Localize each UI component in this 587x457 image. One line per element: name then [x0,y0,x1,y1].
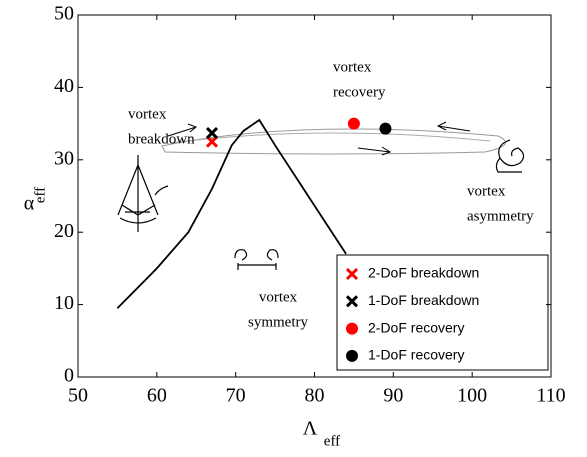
y-axis-subscript: eff [32,187,48,203]
y-tick-label: 10 [54,292,74,314]
x-tick-label: 60 [147,385,167,407]
x-tick-label: 70 [226,385,246,407]
y-tick-label: 0 [64,365,74,387]
annotation: vortex [128,106,167,122]
x-tick-label: 50 [68,385,88,407]
chart: α eff Λ eff 5060708090100110010203040502… [0,0,587,457]
x-tick-label: 80 [305,385,325,407]
x-tick-label: 100 [457,385,487,407]
x-tick-label: 90 [383,385,403,407]
trajectory-loop [170,133,490,143]
legend-label: 1-DoF breakdown [368,292,479,308]
y-tick-label: 50 [54,3,74,25]
y-tick-label: 20 [54,220,74,242]
data-point [207,128,217,138]
annotation: breakdown [128,131,195,147]
legend-marker [346,350,358,362]
annotation: asymmetry [467,208,534,224]
legend-label: 1-DoF recovery [368,347,464,363]
annotation: vortex [333,59,372,75]
annotation: vortex [467,183,506,199]
data-point [348,118,360,130]
y-tick-label: 40 [54,75,74,97]
legend-marker [346,323,358,335]
boundary-line [117,120,346,308]
x-tick-label: 110 [536,385,565,407]
annotation: recovery [333,84,386,100]
data-point [379,123,391,135]
x-axis-subscript: eff [324,433,340,449]
annotation: symmetry [248,314,308,330]
legend-label: 2-DoF recovery [368,319,464,335]
y-tick-label: 30 [54,147,74,169]
annotation: vortex [259,289,298,305]
legend-label: 2-DoF breakdown [368,265,479,281]
vortex-sketches [118,140,524,270]
x-axis-symbol: Λ [303,418,318,440]
